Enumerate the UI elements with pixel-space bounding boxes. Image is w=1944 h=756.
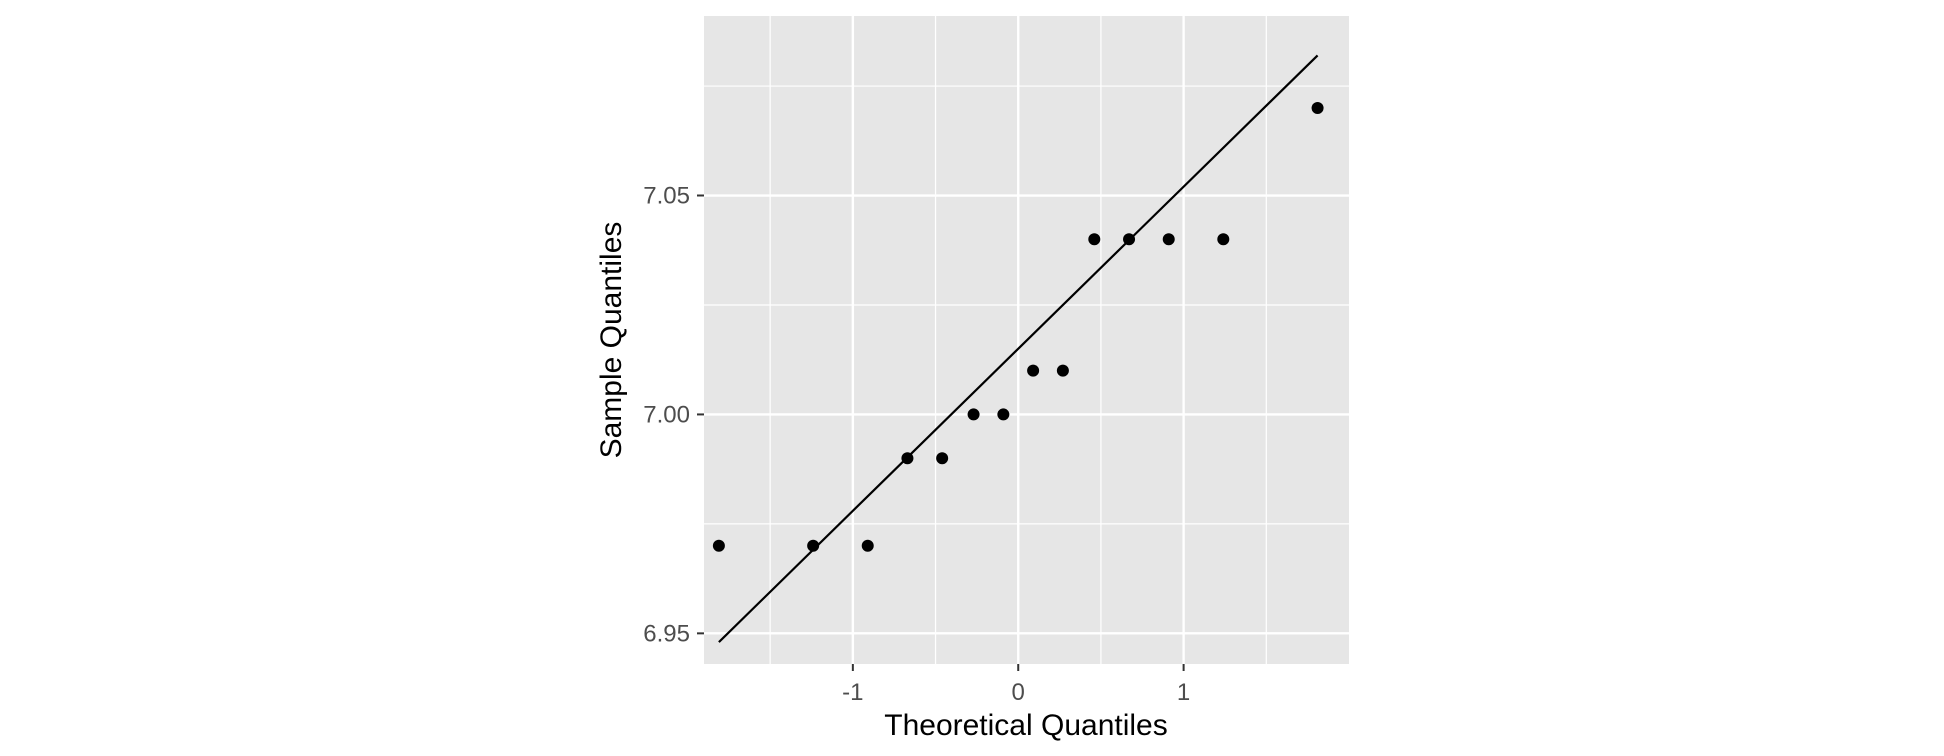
- data-point: [901, 452, 914, 465]
- data-point: [1217, 233, 1230, 246]
- y-tick-label: 6.95: [643, 620, 690, 647]
- x-tick-label: 1: [1177, 679, 1190, 706]
- data-point: [1123, 233, 1136, 246]
- major-gridlines: [704, 16, 1349, 664]
- data-point: [1056, 364, 1069, 377]
- x-tick-label: -1: [842, 679, 863, 706]
- data-point: [1311, 101, 1324, 114]
- data-point: [1027, 364, 1040, 377]
- x-tick-label: 0: [1012, 679, 1025, 706]
- points-layer: [712, 101, 1324, 552]
- y-axis-title: Sample Quantiles: [595, 222, 628, 459]
- x-axis: -1 0 1: [842, 664, 1190, 706]
- data-point: [861, 539, 874, 552]
- y-tick-label: 7.05: [643, 183, 690, 210]
- data-point: [967, 408, 980, 421]
- data-point: [1088, 233, 1101, 246]
- data-point: [1162, 233, 1175, 246]
- y-axis: 6.95 7.00 7.05: [643, 183, 704, 647]
- data-point: [807, 539, 820, 552]
- minor-gridlines: [704, 16, 1349, 664]
- data-point: [936, 452, 949, 465]
- y-tick-label: 7.00: [643, 401, 690, 428]
- x-axis-title: Theoretical Quantiles: [884, 709, 1167, 742]
- data-point: [997, 408, 1010, 421]
- data-point: [712, 539, 725, 552]
